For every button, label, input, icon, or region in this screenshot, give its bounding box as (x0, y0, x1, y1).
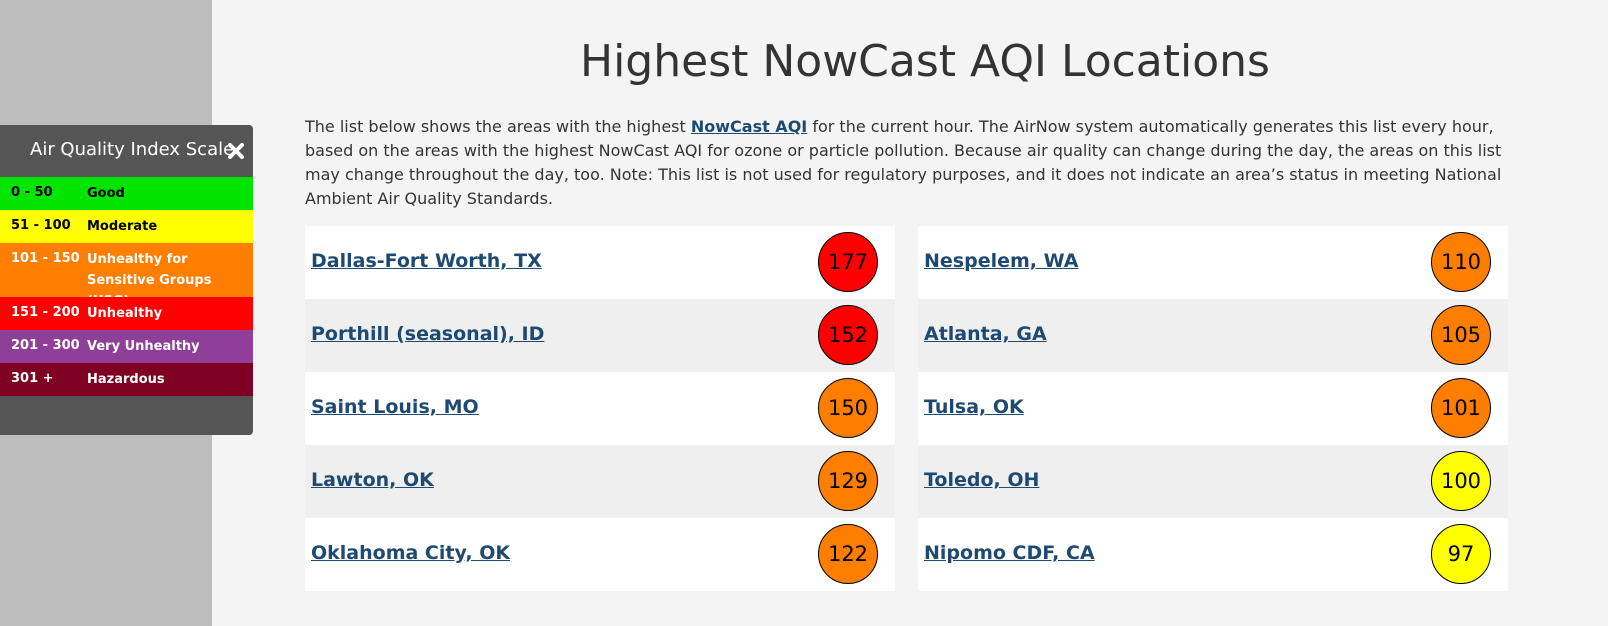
aqi-badge: 177 (818, 232, 878, 292)
aqi-badge: 97 (1431, 524, 1491, 584)
location-link[interactable]: Oklahoma City, OK (311, 542, 511, 564)
aqi-category: Unhealthy for Sensitive Groups (USG) (87, 252, 212, 309)
intro-text: The list below shows the areas with the … (305, 115, 1537, 211)
aqi-legend: Air Quality Index Scale 0 - 50 Good 51 - 1… (0, 125, 253, 435)
aqi-badge: 150 (818, 378, 878, 438)
aqi-badge: 110 (1431, 232, 1491, 292)
aqi-range: 151 - 200 (11, 305, 80, 320)
location-link[interactable]: Nipomo CDF, CA (924, 542, 1095, 564)
aqi-category: Good (87, 186, 125, 201)
aqi-range: 201 - 300 (11, 338, 80, 353)
location-link[interactable]: Toledo, OH (924, 469, 1040, 491)
location-link[interactable]: Dallas-Fort Worth, TX (311, 250, 542, 272)
location-row: Nespelem, WA 110 (918, 226, 1508, 299)
aqi-range: 101 - 150 (11, 251, 80, 266)
location-row: Lawton, OK 129 (305, 445, 895, 518)
location-link[interactable]: Atlanta, GA (924, 323, 1047, 345)
location-link[interactable]: Porthill (seasonal), ID (311, 323, 545, 345)
legend-title: Air Quality Index Scale (30, 139, 235, 160)
aqi-category: Moderate (87, 219, 158, 234)
legend-row: 51 - 100 Moderate (0, 210, 253, 243)
aqi-category: Unhealthy (87, 306, 163, 321)
aqi-range: 0 - 50 (11, 185, 53, 200)
location-list: Dallas-Fort Worth, TX 177 Porthill (season… (305, 226, 895, 591)
page-title: Highest NowCast AQI Locations (580, 36, 1270, 87)
location-row: Tulsa, OK 101 (918, 372, 1508, 445)
aqi-badge: 122 (818, 524, 878, 584)
location-row: Atlanta, GA 105 (918, 299, 1508, 372)
aqi-range: 301 + (11, 371, 54, 386)
location-row: Oklahoma City, OK 122 (305, 518, 895, 591)
aqi-badge: 152 (818, 305, 878, 365)
location-list: Nespelem, WA 110 Atlanta, GA 105 Tulsa, OK 10… (918, 226, 1508, 591)
location-row: Porthill (seasonal), ID 152 (305, 299, 895, 372)
location-row: Nipomo CDF, CA 97 (918, 518, 1508, 591)
legend-rows: 0 - 50 Good 51 - 100 Moderate 101 - 150 Unhea… (0, 177, 253, 396)
nowcast-link[interactable]: NowCast AQI (690, 117, 808, 136)
legend-row: 0 - 50 Good (0, 177, 253, 210)
aqi-badge: 105 (1431, 305, 1491, 365)
aqi-range: 51 - 100 (11, 218, 71, 233)
legend-row: 201 - 300 Very Unhealthy (0, 330, 253, 363)
location-link[interactable]: Saint Louis, MO (311, 396, 479, 418)
legend-row: 301 + Hazardous (0, 363, 253, 396)
aqi-badge: 100 (1431, 451, 1491, 511)
aqi-category: Very Unhealthy (87, 339, 200, 354)
legend-row: 101 - 150 Unhealthy for Sensitive Groups … (0, 243, 253, 309)
aqi-category: Hazardous (87, 372, 165, 387)
location-row: Saint Louis, MO 150 (305, 372, 895, 445)
location-row: Dallas-Fort Worth, TX 177 (305, 226, 895, 299)
location-link[interactable]: Tulsa, OK (924, 396, 1024, 418)
legend-row: 151 - 200 Unhealthy (0, 297, 253, 330)
location-link[interactable]: Nespelem, WA (924, 250, 1079, 272)
location-link[interactable]: Lawton, OK (311, 469, 434, 491)
intro-text: for the current hour. The AirNow system … (305, 117, 1502, 208)
aqi-badge: 129 (818, 451, 878, 511)
aqi-badge: 101 (1431, 378, 1491, 438)
location-row: Toledo, OH 100 (918, 445, 1508, 518)
intro-text: The list below shows the areas with the … (305, 117, 691, 136)
close-button[interactable] (228, 143, 244, 159)
